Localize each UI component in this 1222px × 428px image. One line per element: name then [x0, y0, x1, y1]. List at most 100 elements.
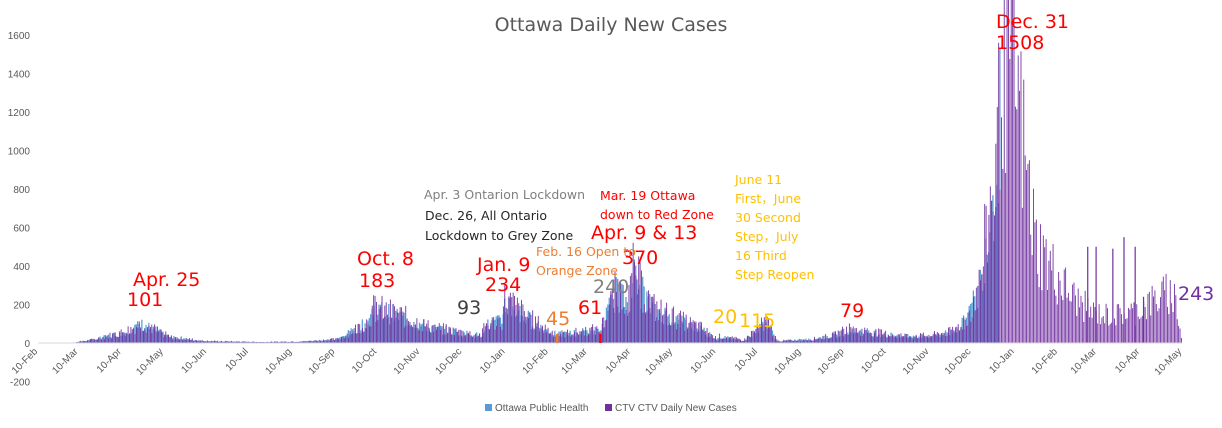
bar-ctv-daily-new-cases: [313, 340, 315, 343]
bar-ctv-daily-new-cases: [243, 341, 245, 343]
bar-ctv-daily-new-cases: [872, 336, 874, 343]
bar-ctv-daily-new-cases: [215, 341, 217, 343]
bar-ctv-daily-new-cases: [883, 332, 885, 343]
bar-ctv-daily-new-cases: [357, 323, 359, 343]
x-tick-label: 10-Nov: [901, 346, 932, 377]
bar-ctv-daily-new-cases: [766, 316, 768, 343]
bar-ctv-daily-new-cases: [879, 329, 881, 343]
bar-ctv-daily-new-cases: [639, 261, 641, 343]
bar-ctv-daily-new-cases: [424, 326, 426, 343]
bar-ctv-daily-new-cases: [929, 336, 931, 343]
bar-ctv-daily-new-cases: [130, 326, 132, 343]
bar-ctv-daily-new-cases: [847, 335, 849, 343]
bar-ctv-daily-new-cases: [668, 323, 670, 343]
x-tick-label: 10-Feb: [521, 346, 551, 376]
bar-ctv-daily-new-cases: [1122, 323, 1124, 343]
bar-ctv-daily-new-cases: [426, 323, 428, 343]
bar-ctv-daily-new-cases: [680, 310, 682, 343]
bar-ctv-daily-new-cases: [678, 313, 680, 343]
bar-ctv-daily-new-cases: [733, 337, 735, 343]
bar-ctv-daily-new-cases: [652, 296, 654, 343]
annotation-label: 61: [578, 297, 602, 319]
bar-ctv-daily-new-cases: [525, 316, 527, 343]
bar-ctv-daily-new-cases: [310, 341, 312, 343]
bar-ctv-daily-new-cases: [551, 330, 553, 343]
bar-ctv-daily-new-cases: [461, 335, 462, 343]
bar-ctv-daily-new-cases: [320, 340, 322, 343]
bar-ctv-daily-new-cases: [124, 335, 126, 343]
bar-ctv-daily-new-cases: [952, 326, 954, 343]
bar-ctv-daily-new-cases: [431, 325, 433, 343]
annotation-label: 93: [457, 297, 481, 319]
bar-ctv-daily-new-cases: [182, 340, 183, 343]
bar-ctv-daily-new-cases: [214, 340, 216, 343]
bar-ctv-daily-new-cases: [656, 301, 658, 343]
bar-ctv-daily-new-cases: [105, 336, 107, 343]
bar-ctv-daily-new-cases: [903, 336, 905, 343]
bar-ctv-daily-new-cases: [947, 327, 949, 343]
bar-ctv-daily-new-cases: [808, 340, 810, 343]
bar-ctv-daily-new-cases: [1155, 303, 1157, 343]
bar-ctv-daily-new-cases: [776, 339, 778, 343]
bar-ctv-daily-new-cases: [441, 326, 443, 343]
bar-ctv-daily-new-cases: [889, 336, 891, 343]
bar-ctv-daily-new-cases: [279, 341, 281, 343]
bar-ctv-daily-new-cases: [327, 341, 329, 343]
bar-ctv-daily-new-cases: [881, 329, 882, 343]
bar-ctv-daily-new-cases: [116, 336, 118, 343]
bar-ctv-daily-new-cases: [935, 334, 937, 343]
bar-ctv-daily-new-cases: [1157, 311, 1159, 343]
bar-ctv-daily-new-cases: [914, 336, 916, 343]
annotation-label: 370: [622, 247, 658, 269]
bar-ctv-daily-new-cases: [109, 332, 111, 343]
annotation-label: Jan. 9: [476, 254, 530, 276]
bar-ctv-daily-new-cases: [228, 341, 229, 343]
bar-ctv-daily-new-cases: [615, 292, 617, 343]
bar-ctv-daily-new-cases: [925, 336, 927, 343]
bar-ctv-daily-new-cases: [353, 328, 355, 343]
bar-ctv-daily-new-cases: [954, 327, 956, 343]
bar-ctv-daily-new-cases: [956, 326, 958, 343]
bar-ctv-daily-new-cases: [1129, 309, 1131, 343]
bar-ctv-daily-new-cases: [807, 340, 808, 343]
bar-ctv-daily-new-cases: [417, 330, 419, 343]
bar-ctv-daily-new-cases: [688, 323, 690, 343]
bar-ctv-daily-new-cases: [466, 333, 468, 343]
bar-ctv-daily-new-cases: [742, 340, 744, 343]
bar-ctv-daily-new-cases: [738, 338, 740, 343]
bar-ctv-daily-new-cases: [1105, 303, 1107, 343]
bar-ctv-daily-new-cases: [758, 327, 760, 343]
bar-ctv-daily-new-cases: [673, 306, 675, 343]
bar-ctv-daily-new-cases: [561, 330, 563, 343]
bar-ctv-daily-new-cases: [692, 320, 694, 343]
event-marker: [555, 334, 559, 343]
bar-ctv-daily-new-cases: [550, 332, 552, 343]
bar-ctv-daily-new-cases: [152, 326, 154, 343]
bar-ctv-daily-new-cases: [710, 334, 712, 343]
bar-ctv-daily-new-cases: [229, 341, 231, 343]
bar-ctv-daily-new-cases: [208, 341, 210, 343]
bar-ctv-daily-new-cases: [1136, 304, 1138, 343]
bar-ctv-daily-new-cases: [209, 341, 211, 343]
bar-ctv-daily-new-cases: [756, 325, 758, 343]
bar-ctv-daily-new-cases: [521, 299, 522, 343]
bar-ctv-daily-new-cases: [468, 332, 469, 343]
bar-ctv-daily-new-cases: [1114, 318, 1115, 343]
annotation-label: Mar. 19 Ottawa: [600, 188, 695, 203]
bar-ottawa-public-health: [799, 339, 801, 343]
bar-ctv-daily-new-cases: [378, 308, 380, 343]
bar-ctv-daily-new-cases: [184, 339, 186, 343]
bar-ctv-daily-new-cases: [212, 341, 214, 343]
bar-ctv-daily-new-cases: [608, 304, 610, 343]
bar-ctv-daily-new-cases: [456, 331, 458, 343]
bar-ctv-daily-new-cases: [821, 339, 822, 343]
bar-ctv-daily-new-cases: [773, 335, 775, 343]
bar-ctv-daily-new-cases: [89, 339, 91, 343]
bar-ctv-daily-new-cases: [1023, 79, 1025, 343]
bar-ctv-daily-new-cases: [938, 333, 940, 343]
bar-ctv-daily-new-cases: [508, 296, 510, 343]
bar-ctv-daily-new-cases: [193, 340, 195, 343]
bar-ctv-daily-new-cases: [811, 340, 813, 343]
